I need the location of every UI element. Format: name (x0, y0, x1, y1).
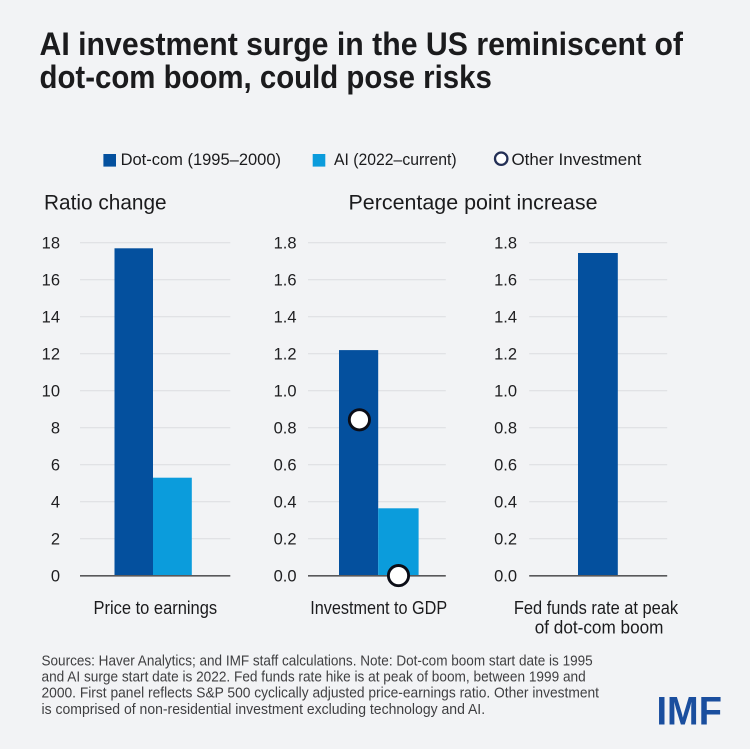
svg-text:Percentage point increase: Percentage point increase (349, 191, 598, 215)
svg-text:AI (2022–current): AI (2022–current) (334, 151, 457, 169)
svg-text:1.2: 1.2 (274, 346, 297, 364)
svg-text:AI investment surge in the US: AI investment surge in the US reminiscen… (40, 26, 684, 62)
svg-text:Dot-com (1995–2000): Dot-com (1995–2000) (121, 151, 281, 169)
svg-text:0.2: 0.2 (274, 531, 297, 549)
svg-text:1.6: 1.6 (274, 272, 297, 290)
svg-text:1.8: 1.8 (274, 235, 297, 253)
svg-text:16: 16 (42, 272, 60, 290)
svg-text:and AI surge start date is 202: and AI surge start date is 2022. Fed fun… (42, 670, 586, 686)
svg-text:IMF: IMF (657, 689, 722, 733)
svg-text:0.6: 0.6 (494, 457, 517, 475)
svg-text:Investment to GDP: Investment to GDP (310, 597, 447, 618)
svg-text:0.2: 0.2 (494, 531, 517, 549)
svg-text:1.2: 1.2 (494, 346, 517, 364)
svg-text:1.4: 1.4 (274, 309, 297, 327)
svg-text:0.8: 0.8 (274, 420, 297, 438)
svg-text:8: 8 (51, 420, 60, 438)
svg-text:18: 18 (42, 235, 60, 253)
svg-text:1.8: 1.8 (494, 235, 517, 253)
svg-text:10: 10 (42, 383, 60, 401)
svg-text:0.8: 0.8 (494, 420, 517, 438)
svg-text:Other Investment: Other Investment (512, 151, 642, 169)
svg-text:0: 0 (51, 568, 60, 586)
svg-text:4: 4 (51, 494, 60, 512)
svg-text:2: 2 (51, 531, 60, 549)
svg-text:1.0: 1.0 (494, 383, 517, 401)
svg-text:0.4: 0.4 (494, 494, 517, 512)
svg-text:6: 6 (51, 457, 60, 475)
svg-text:0.0: 0.0 (494, 568, 517, 586)
svg-text:of dot-com boom: of dot-com boom (535, 616, 664, 637)
svg-text:0.0: 0.0 (274, 568, 297, 586)
svg-text:is comprised of non-residentia: is comprised of non-residential investme… (42, 702, 486, 718)
svg-text:dot-com boom, could pose risks: dot-com boom, could pose risks (40, 59, 492, 95)
svg-text:1.0: 1.0 (274, 383, 297, 401)
svg-text:14: 14 (42, 309, 60, 327)
svg-text:2000. First panel reflects S&P: 2000. First panel reflects S&P 500 cycli… (42, 686, 600, 702)
svg-text:0.4: 0.4 (274, 494, 297, 512)
svg-text:Price to earnings: Price to earnings (94, 597, 218, 618)
svg-text:12: 12 (42, 346, 60, 364)
svg-text:Sources: Haver Analytics; and: Sources: Haver Analytics; and IMF staff … (42, 653, 593, 669)
svg-text:0.6: 0.6 (274, 457, 297, 475)
svg-text:1.6: 1.6 (494, 272, 517, 290)
svg-text:1.4: 1.4 (494, 309, 517, 327)
svg-text:Ratio change: Ratio change (44, 191, 167, 215)
svg-text:Fed funds rate at peak: Fed funds rate at peak (514, 597, 679, 618)
